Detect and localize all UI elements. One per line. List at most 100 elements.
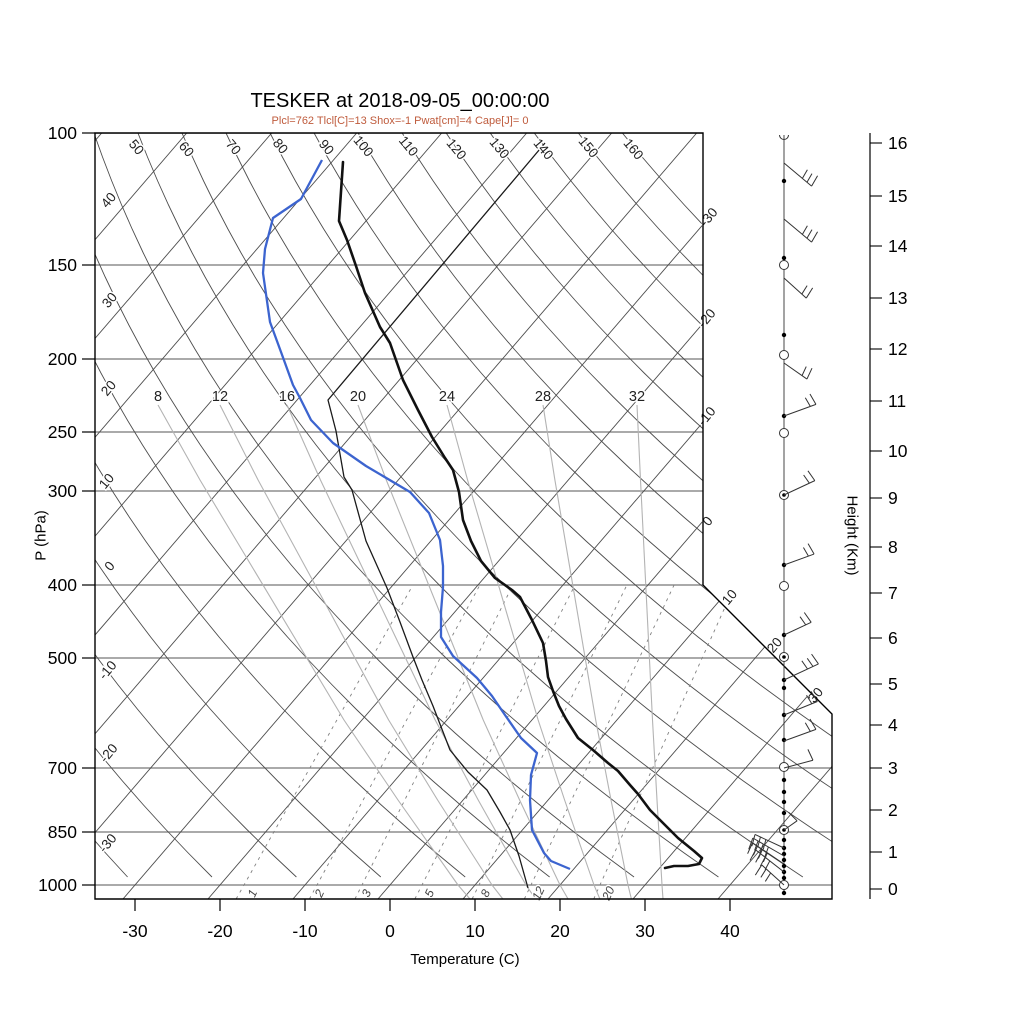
svg-text:9: 9 [888,488,898,508]
svg-text:10: 10 [96,471,117,492]
mandatory-level-circle [779,581,789,591]
svg-text:500: 500 [48,648,77,668]
svg-text:13: 13 [888,288,907,308]
level-dot [781,332,787,338]
svg-text:850: 850 [48,822,77,842]
svg-text:14: 14 [888,236,908,256]
level-dot [781,875,787,881]
svg-text:2: 2 [311,887,327,900]
height-axis-label: Height (Km) [843,495,861,576]
svg-text:110: 110 [396,133,421,159]
svg-text:150: 150 [48,255,77,275]
svg-text:6: 6 [888,628,898,648]
svg-text:5: 5 [422,887,438,899]
wind-barb [783,393,817,417]
svg-text:30: 30 [99,290,120,311]
svg-text:-10: -10 [96,658,120,683]
svg-text:300: 300 [48,481,77,501]
mixing-ratio-lines [235,584,736,899]
svg-text:0: 0 [101,558,117,573]
svg-text:24: 24 [439,389,455,405]
svg-text:0: 0 [385,921,395,941]
svg-text:-20: -20 [207,921,233,941]
mandatory-level-circle [779,260,789,270]
svg-text:5: 5 [888,674,898,694]
svg-text:16: 16 [888,133,907,153]
svg-text:40: 40 [98,190,119,211]
sounding-profiles [261,142,704,889]
wind-barb [783,362,813,380]
svg-text:0: 0 [699,513,715,528]
wind-barb [783,718,817,742]
level-dot [781,255,787,261]
moist-adiabat-lines [157,404,664,899]
svg-text:700: 700 [48,758,77,778]
svg-text:11: 11 [888,391,906,411]
svg-text:2: 2 [888,800,898,820]
svg-text:400: 400 [48,575,77,595]
level-dot [781,789,787,795]
svg-text:90: 90 [316,137,337,158]
wind-barb [783,277,814,299]
svg-text:8: 8 [888,537,898,557]
level-dot [781,810,787,816]
wind-barb [783,162,819,187]
svg-text:140: 140 [530,136,556,163]
svg-text:150: 150 [575,134,601,161]
level-dot [781,863,787,869]
wind-barb [783,653,819,681]
svg-text:160: 160 [620,136,646,163]
svg-text:40: 40 [720,921,740,941]
sounding-top-marker [779,134,789,140]
svg-text:-20: -20 [97,741,121,766]
chart-title: TESKER at 2018-09-05_00:00:00 [250,90,550,112]
svg-text:100: 100 [48,123,77,143]
wind-barb [749,849,785,873]
level-dot [781,857,787,863]
dewpoint-line [261,159,571,871]
svg-text:3: 3 [359,887,375,899]
svg-text:20: 20 [550,921,570,941]
wind-barb [754,864,785,886]
mandatory-level-circle [779,428,789,438]
wind-barb [783,218,819,243]
level-dot [781,685,787,691]
level-dot [781,890,787,896]
svg-text:20: 20 [350,389,366,405]
svg-text:30: 30 [635,921,655,941]
chart-subtitle: Plcl=762 Tlcl[C]=13 Shox=-1 Pwat[cm]=4 C… [271,115,529,127]
level-dot [781,777,787,783]
x-axis-label: Temperature (C) [410,951,520,968]
svg-text:12: 12 [888,339,907,359]
temperature-line [337,160,704,870]
svg-text:15: 15 [888,186,907,206]
svg-text:28: 28 [535,389,551,405]
wind-barb [783,811,798,831]
svg-text:50: 50 [126,137,147,158]
wind-barb [783,470,816,496]
svg-text:1: 1 [245,887,261,899]
temperature-axis: -30 -20 -10 0 10 20 30 40 [121,899,741,943]
pressure-axis: 100 150 200 250 300 400 500 700 850 1000 [37,122,95,897]
svg-text:120: 120 [443,136,469,163]
svg-text:100: 100 [350,133,376,160]
svg-text:70: 70 [223,137,244,158]
svg-text:4: 4 [888,715,898,735]
svg-text:-10: -10 [292,921,318,941]
svg-text:250: 250 [48,422,77,442]
level-dot [781,799,787,805]
wind-barb [783,612,812,636]
plot-border [94,132,833,900]
svg-text:8: 8 [154,389,162,405]
wind-barb [783,543,815,566]
svg-text:1: 1 [888,842,898,862]
pressure-gridlines [95,133,832,886]
parcel-line [327,142,546,889]
wind-barb-column [747,134,819,896]
svg-text:-30: -30 [96,831,120,856]
svg-text:10: 10 [465,921,485,941]
svg-text:7: 7 [888,583,898,603]
